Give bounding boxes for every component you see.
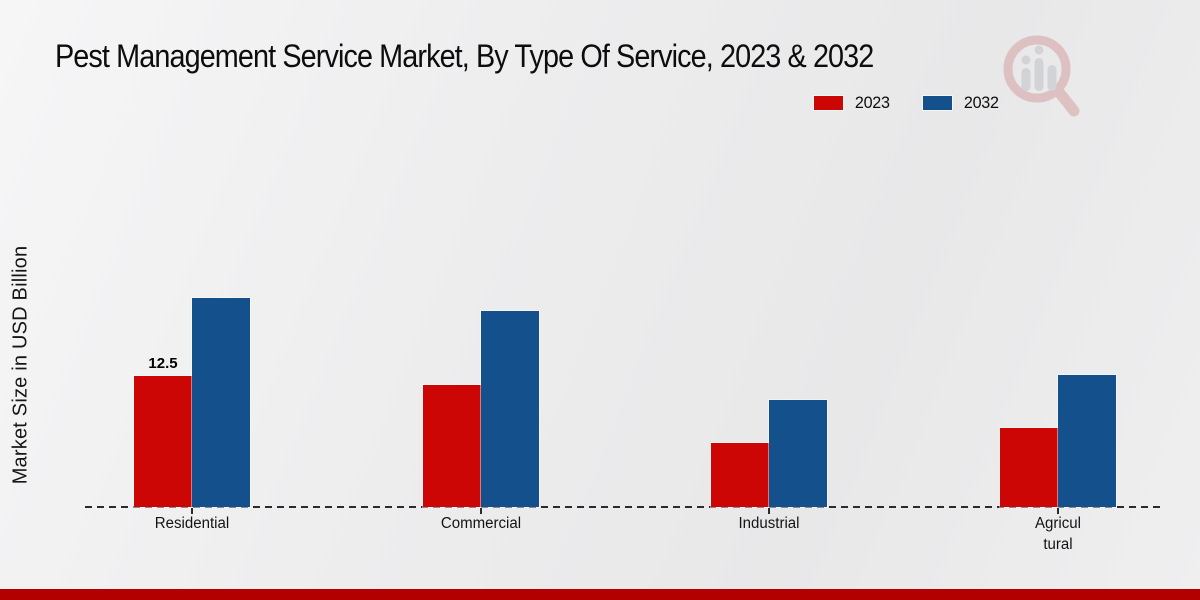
x-axis-tick — [191, 508, 193, 514]
legend: 2023 2032 — [814, 93, 999, 113]
legend-item-2032: 2032 — [922, 93, 1000, 113]
bar-2023-industrial — [711, 443, 769, 507]
bar-2023-agricultural — [999, 428, 1058, 507]
bar-2032-industrial — [769, 400, 827, 507]
bar-2032-commercial — [480, 311, 539, 507]
x-axis-tick — [768, 508, 770, 514]
legend-item-2023: 2023 — [814, 93, 891, 113]
bar-2023-commercial — [422, 385, 481, 507]
bar-2023-residential — [134, 376, 192, 507]
x-axis-dashed-line — [85, 506, 1165, 508]
x-axis-tick — [479, 508, 482, 514]
legend-label-2032: 2032 — [963, 93, 999, 112]
x-axis-tick — [1056, 508, 1059, 514]
category-label-commercial: Commercial — [440, 515, 521, 532]
bar-2032-agricultural — [1057, 375, 1116, 507]
legend-label-2023: 2023 — [854, 93, 890, 112]
legend-swatch-2032-icon — [922, 96, 952, 110]
chart-title: Pest Management Service Market, By Type … — [55, 38, 874, 74]
bar-value-label: 12.5 — [148, 355, 178, 372]
legend-swatch-2023-icon — [814, 96, 843, 110]
bar-2032-residential — [192, 298, 250, 507]
footer-accent-bar — [0, 589, 1200, 600]
category-label-industrial: Industrial — [738, 515, 800, 532]
magnifier-bar-chart-watermark-icon — [1003, 35, 1080, 117]
category-label-residential: Residential — [154, 515, 230, 532]
category-label-agricultural: Agricul tural — [1034, 515, 1081, 553]
